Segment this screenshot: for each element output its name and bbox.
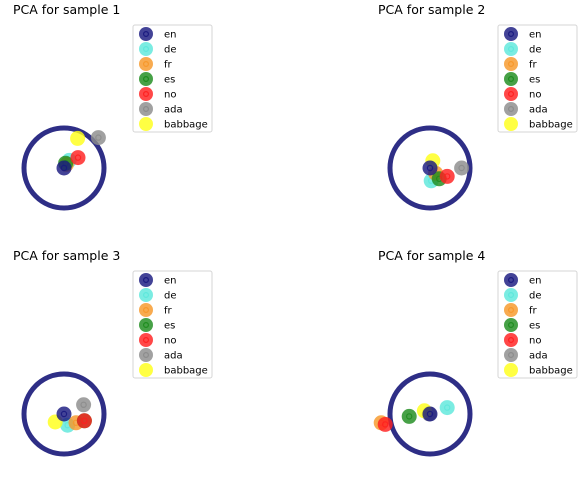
legend-label: ada <box>164 105 183 116</box>
point-no <box>377 416 393 432</box>
legend-label: no <box>164 90 176 101</box>
panel-title: PCA for sample 4 <box>378 248 485 263</box>
legend-label: en <box>164 276 177 287</box>
point-en <box>422 406 438 422</box>
legend-label: babbage <box>529 120 573 131</box>
point-ada <box>90 130 106 146</box>
legend-entry-no: no <box>139 87 176 101</box>
legend-entry-babbage: babbage <box>139 117 208 131</box>
legend-label: babbage <box>529 366 573 377</box>
legend-entry-de: de <box>139 42 177 56</box>
legend-label: en <box>164 30 177 41</box>
legend-label: ada <box>529 351 548 362</box>
point-en <box>56 160 72 176</box>
legend-label: fr <box>164 306 173 317</box>
legend-entry-babbage: babbage <box>504 117 573 131</box>
legend-entry-no: no <box>504 87 541 101</box>
legend: en de fr es no ada babbage <box>132 24 213 133</box>
pca-panel-3: PCA for sample 3 en de fr es no ada babbage <box>13 248 213 457</box>
legend-label: es <box>529 75 540 86</box>
legend-label: en <box>529 276 542 287</box>
legend-entry-ada: ada <box>504 348 548 362</box>
legend-entry-no: no <box>504 333 541 347</box>
point-en <box>56 406 72 422</box>
legend-entry-ada: ada <box>139 348 183 362</box>
point-babbage <box>70 130 86 146</box>
legend-label: en <box>529 30 542 41</box>
legend-label: de <box>164 45 177 56</box>
legend-entry-de: de <box>504 42 542 56</box>
legend-entry-de: de <box>139 288 177 302</box>
legend-entry-babbage: babbage <box>504 363 573 377</box>
legend-entry-babbage: babbage <box>139 363 208 377</box>
panel-title: PCA for sample 3 <box>13 248 120 263</box>
legend-entry-es: es <box>139 72 175 86</box>
pca-panel-4: PCA for sample 4 en de fr es no ada babbage <box>373 248 578 457</box>
legend-label: es <box>164 321 175 332</box>
point-es <box>401 408 417 424</box>
point-no <box>76 413 92 429</box>
legend-label: es <box>529 321 540 332</box>
legend-entry-de: de <box>504 288 542 302</box>
unit-circle <box>387 125 473 211</box>
legend-label: no <box>164 336 176 347</box>
point-de <box>439 400 455 416</box>
legend: en de fr es no ada babbage <box>132 270 213 379</box>
unit-circle <box>21 371 107 457</box>
legend: en de fr es no ada babbage <box>497 270 578 379</box>
legend-label: ada <box>529 105 548 116</box>
point-en <box>422 160 438 176</box>
legend-entry-en: en <box>139 27 177 41</box>
legend-entry-es: es <box>139 318 175 332</box>
legend-entry-ada: ada <box>504 102 548 116</box>
legend-entry-ada: ada <box>139 102 183 116</box>
panel-title: PCA for sample 1 <box>13 2 120 17</box>
legend-entry-fr: fr <box>139 303 173 317</box>
legend-entry-en: en <box>139 273 177 287</box>
legend-label: no <box>529 90 541 101</box>
legend-entry-es: es <box>504 318 540 332</box>
legend-entry-en: en <box>504 27 542 41</box>
legend: en de fr es no ada babbage <box>497 24 578 133</box>
legend-label: babbage <box>164 366 208 377</box>
legend-label: de <box>164 291 177 302</box>
legend-entry-fr: fr <box>504 303 538 317</box>
point-ada <box>76 397 92 413</box>
legend-label: de <box>529 45 542 56</box>
legend-entry-fr: fr <box>504 57 538 71</box>
unit-circle <box>21 125 107 211</box>
point-no <box>70 150 86 166</box>
legend-entry-no: no <box>139 333 176 347</box>
legend-label: fr <box>529 60 538 71</box>
legend-label: de <box>529 291 542 302</box>
point-no <box>439 168 455 184</box>
legend-label: es <box>164 75 175 86</box>
legend-entry-es: es <box>504 72 540 86</box>
pca-panel-1: PCA for sample 1 en de fr es no ada babbage <box>13 2 213 211</box>
panel-title: PCA for sample 2 <box>378 2 485 17</box>
legend-label: no <box>529 336 541 347</box>
legend-entry-en: en <box>504 273 542 287</box>
legend-entry-fr: fr <box>139 57 173 71</box>
legend-label: babbage <box>164 120 208 131</box>
legend-label: ada <box>164 351 183 362</box>
legend-label: fr <box>164 60 173 71</box>
unit-circle <box>387 371 473 457</box>
point-ada <box>454 160 470 176</box>
pca-panel-2: PCA for sample 2 en de fr es no ada babbage <box>378 2 578 211</box>
legend-label: fr <box>529 306 538 317</box>
